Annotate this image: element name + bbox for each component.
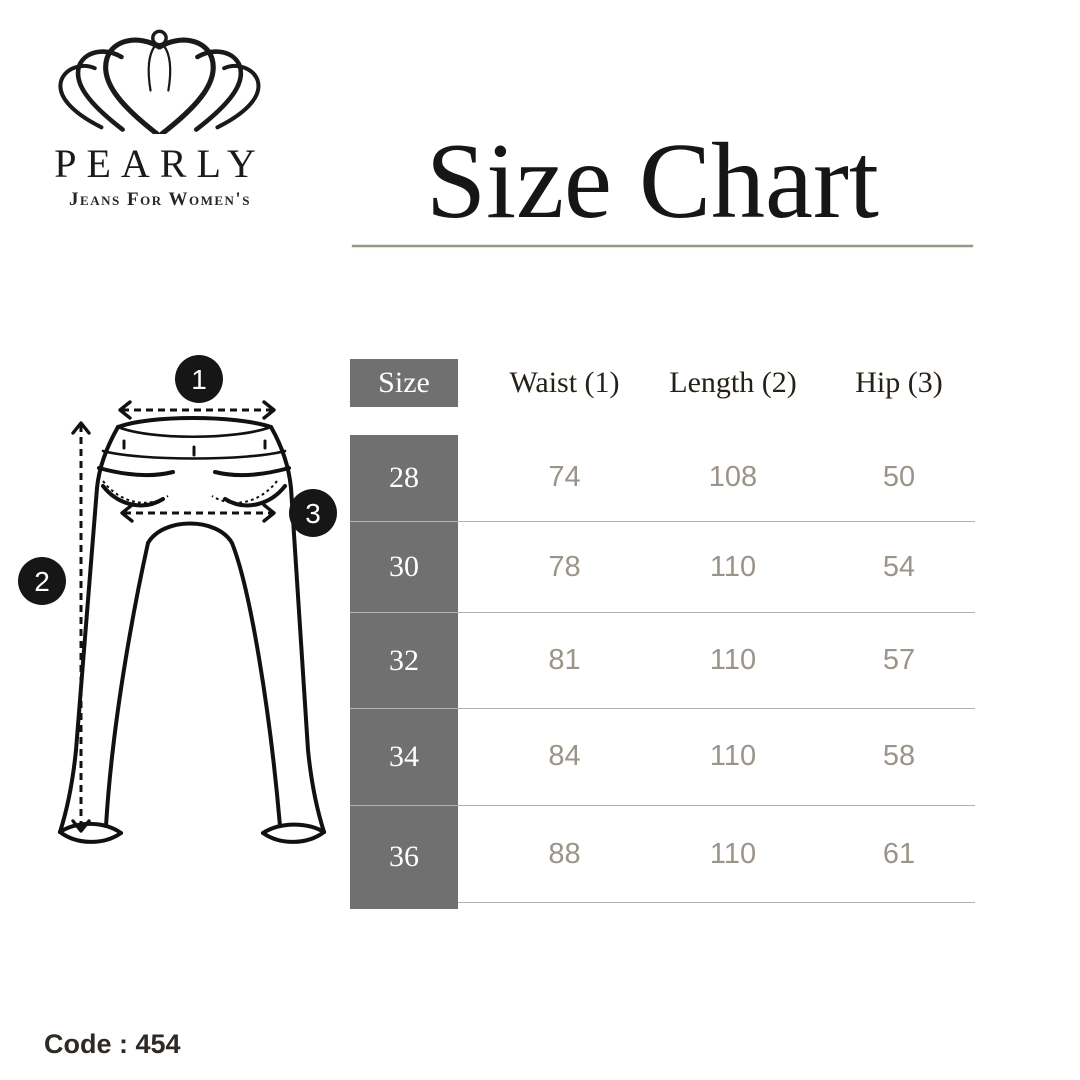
- svg-text:3: 3: [305, 498, 321, 529]
- svg-text:1: 1: [191, 364, 207, 395]
- svg-text:2: 2: [34, 566, 50, 597]
